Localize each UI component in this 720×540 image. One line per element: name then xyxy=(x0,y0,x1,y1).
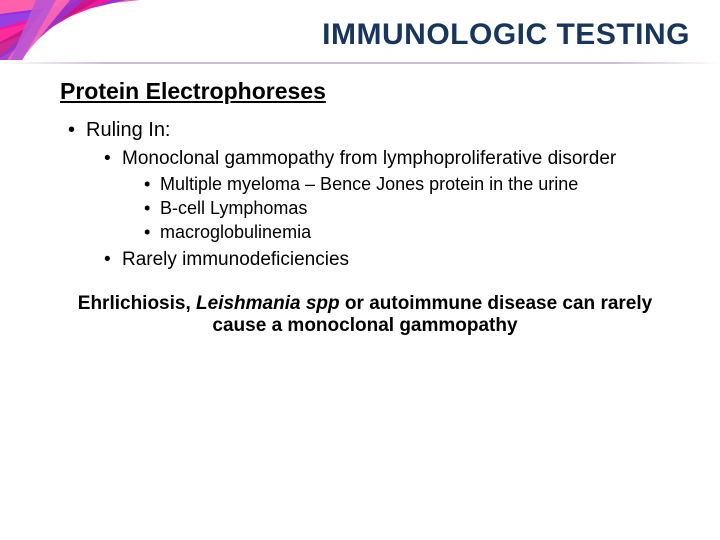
bullet-ruling-in: Ruling In: Monoclonal gammopathy from ly… xyxy=(68,119,670,271)
bullet-rarely: Rarely immunodeficiencies xyxy=(104,249,670,271)
note-part1: Ehrlichiosis, xyxy=(78,293,196,314)
title-divider xyxy=(0,62,720,64)
slide-content: Protein Electrophoreses Ruling In: Monoc… xyxy=(60,78,670,337)
subtitle: Protein Electrophoreses xyxy=(60,78,670,105)
bullet-text: Multiple myeloma – Bence Jones protein i… xyxy=(160,174,578,194)
bullet-macro: macroglobulinemia xyxy=(144,222,670,243)
slide-title: IMMUNOLOGIC TESTING xyxy=(322,18,690,52)
bullet-text: Rarely immunodeficiencies xyxy=(122,249,349,270)
bullet-text: Ruling In: xyxy=(86,119,171,141)
bullet-text: B-cell Lymphomas xyxy=(160,198,307,218)
bullet-bcell: B-cell Lymphomas xyxy=(144,198,670,219)
bullet-list-level3: Multiple myeloma – Bence Jones protein i… xyxy=(122,174,670,243)
bullet-monoclonal: Monoclonal gammopathy from lymphoprolife… xyxy=(104,148,670,243)
bullet-text: macroglobulinemia xyxy=(160,222,311,242)
note-text: Ehrlichiosis, Leishmania spp or autoimmu… xyxy=(60,293,670,337)
bullet-mm: Multiple myeloma – Bence Jones protein i… xyxy=(144,174,670,195)
note-part2-italic: Leishmania spp xyxy=(196,293,340,314)
corner-decoration xyxy=(0,0,180,60)
bullet-list-level2: Monoclonal gammopathy from lymphoprolife… xyxy=(86,148,670,271)
bullet-list-level1: Ruling In: Monoclonal gammopathy from ly… xyxy=(60,119,670,271)
bullet-text: Monoclonal gammopathy from lymphoprolife… xyxy=(122,148,616,169)
